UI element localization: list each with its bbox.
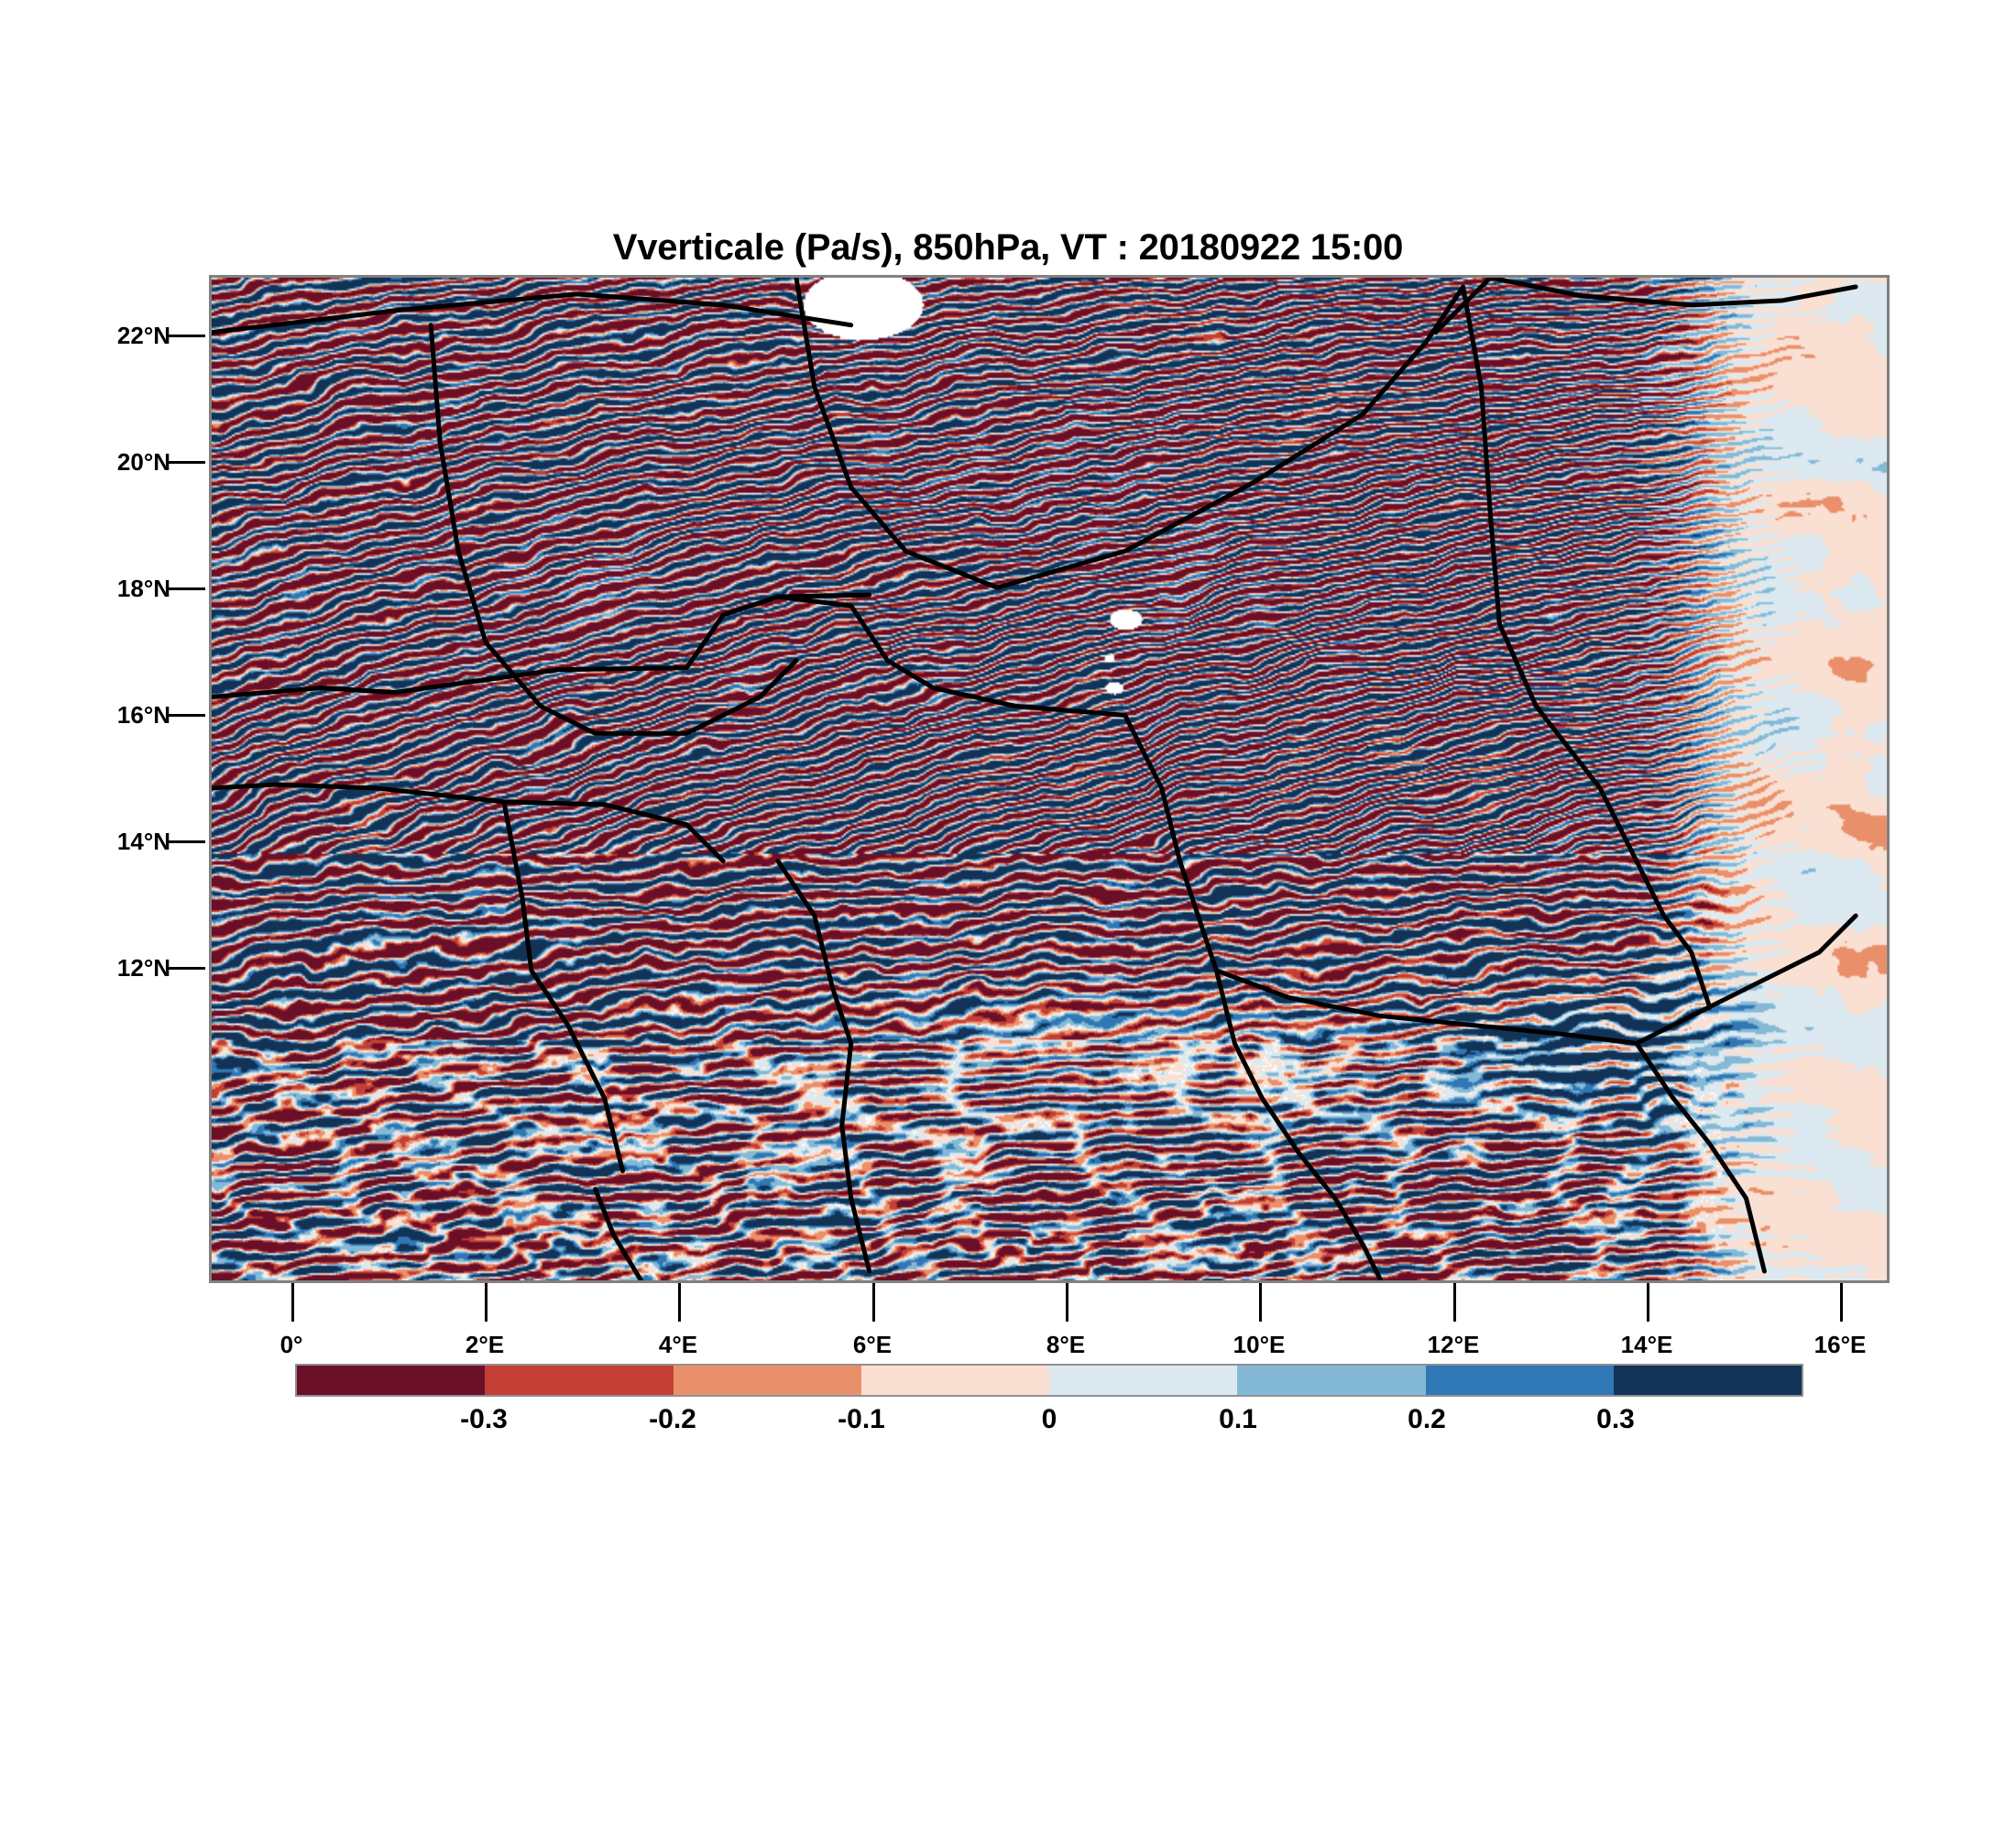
x-axis-label-4e: 4°E [658,1331,698,1358]
y-axis-label-14n: 14°N [116,828,170,855]
y-axis-label-12n: 12°N [116,954,170,982]
x-tick-12e [1453,1283,1456,1322]
page-title: Vverticale (Pa/s), 850hPa, VT : 20180922… [612,227,1404,268]
colorbar-band-0 [297,1366,486,1395]
vertical-velocity-field [212,278,1887,1280]
x-axis-label-10e: 10°E [1233,1331,1286,1358]
x-axis-label-12e: 12°E [1427,1331,1480,1358]
colorbar[interactable] [295,1364,1803,1397]
x-tick-8e [1066,1283,1068,1322]
colorbar-tick--0.1: -0.1 [838,1404,885,1434]
y-tick-14n [167,840,205,843]
y-axis-label-22n: 22°N [116,322,170,349]
x-tick-4e [678,1283,681,1322]
x-axis-label-14e: 14°E [1620,1331,1673,1358]
colorbar-tick-0.3: 0.3 [1596,1404,1635,1434]
colorbar-band-3 [860,1366,1049,1395]
x-tick-16e [1840,1283,1843,1322]
y-tick-20n [167,461,205,464]
x-tick-10e [1259,1283,1262,1322]
colorbar-band-7 [1613,1366,1802,1395]
x-axis-label-6e: 6°E [852,1331,893,1358]
colorbar-band-1 [485,1366,674,1395]
colorbar-tick-0.2: 0.2 [1408,1404,1446,1434]
colorbar-tick--0.2: -0.2 [649,1404,696,1434]
x-axis-label-0: 0° [279,1331,303,1358]
colorbar-tick-0.1: 0.1 [1219,1404,1257,1434]
colorbar-tick--0.3: -0.3 [460,1404,508,1434]
x-axis-label-16e: 16°E [1813,1331,1867,1358]
x-tick-14e [1647,1283,1649,1322]
y-axis-label-20n: 20°N [116,448,170,476]
y-tick-22n [167,335,205,337]
y-axis-label-16n: 16°N [116,701,170,729]
y-tick-16n [167,714,205,717]
x-tick-0 [291,1283,294,1322]
x-axis-label-8e: 8°E [1046,1331,1086,1358]
x-tick-2e [485,1283,488,1322]
x-axis-label-2e: 2°E [465,1331,505,1358]
x-tick-6e [872,1283,875,1322]
colorbar-band-5 [1237,1366,1426,1395]
colorbar-band-2 [673,1366,861,1395]
y-axis-label-18n: 18°N [116,575,170,602]
colorbar-tick-0: 0 [1041,1404,1057,1434]
map-plot-area[interactable] [209,275,1890,1283]
y-tick-18n [167,587,205,590]
colorbar-band-6 [1425,1366,1614,1395]
y-tick-12n [167,967,205,970]
colorbar-band-4 [1049,1366,1238,1395]
